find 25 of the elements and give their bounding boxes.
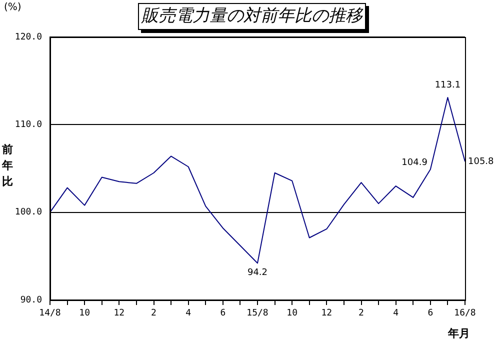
x-tick-label: 10 [286, 308, 298, 319]
x-tick-label: 14/8 [39, 308, 61, 319]
x-axis-title: 年月 [448, 326, 470, 341]
y-tick-label: 100.0 [14, 208, 42, 218]
y-tick-label: 120.0 [14, 32, 42, 42]
x-tick-label: 2 [151, 308, 156, 319]
x-tick-label: 6 [428, 308, 434, 319]
data-label: 94.2 [247, 268, 268, 278]
data-label: 105.8 [468, 156, 494, 167]
text: (%) [4, 2, 22, 13]
y-tick-label: 90.0 [20, 295, 42, 306]
x-tick-label: 4 [393, 308, 399, 319]
y-tick-label: 110.0 [14, 120, 42, 130]
x-tick-label: 12 [321, 308, 332, 319]
x-tick-label: 16/8 [454, 308, 476, 319]
x-tick-label: 2 [358, 308, 364, 319]
data-label: 104.9 [402, 158, 428, 168]
data-label: 113.1 [434, 80, 461, 90]
x-tick-label: 12 [114, 308, 125, 319]
x-tick-label: 15/8 [246, 308, 268, 319]
x-tick-label: 4 [186, 308, 192, 319]
chart-title: 販売電力量の対前年比の推移 [138, 3, 366, 30]
x-tick-label: 10 [79, 308, 90, 319]
x-tick-label: 6 [220, 308, 226, 319]
y-axis-title: 前年比 [2, 142, 14, 190]
